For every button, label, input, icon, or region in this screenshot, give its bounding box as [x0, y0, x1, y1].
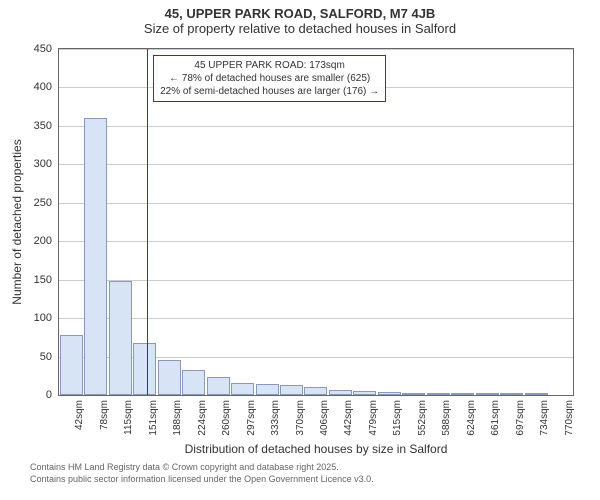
footer: Contains HM Land Registry data © Crown c… — [30, 462, 374, 485]
y-tick-label: 450 — [34, 43, 52, 55]
x-tick-label: 479sqm — [368, 400, 379, 436]
x-tick-label: 42sqm — [74, 400, 85, 430]
y-tick-label: 200 — [34, 235, 52, 247]
histogram-bar — [280, 385, 303, 395]
x-tick-label: 515sqm — [392, 400, 403, 436]
chart-title-line2: Size of property relative to detached ho… — [0, 21, 600, 40]
histogram-bar — [256, 384, 279, 395]
chart-container: 45, UPPER PARK ROAD, SALFORD, M7 4JB Siz… — [0, 0, 600, 500]
x-tick-label: 770sqm — [564, 400, 575, 436]
y-tick-label: 300 — [34, 158, 52, 170]
histogram-bar — [353, 391, 376, 395]
annotation-box: 45 UPPER PARK ROAD: 173sqm← 78% of detac… — [153, 55, 386, 102]
gridline — [59, 126, 573, 127]
x-tick-label: 552sqm — [417, 400, 428, 436]
histogram-bar — [133, 343, 156, 395]
histogram-bar — [84, 118, 107, 395]
plot-area: 45 UPPER PARK ROAD: 173sqm← 78% of detac… — [58, 48, 574, 396]
histogram-bar — [500, 393, 523, 395]
y-tick-label: 250 — [34, 197, 52, 209]
gridline — [59, 318, 573, 319]
x-tick-label: 734sqm — [539, 400, 550, 436]
x-tick-label: 78sqm — [99, 400, 110, 430]
histogram-bar — [182, 370, 205, 395]
histogram-bar — [329, 390, 352, 395]
gridline — [59, 164, 573, 165]
x-tick-label: 224sqm — [197, 400, 208, 436]
x-tick-label: 297sqm — [246, 400, 257, 436]
footer-line1: Contains HM Land Registry data © Crown c… — [30, 462, 374, 474]
histogram-bar — [231, 383, 254, 395]
y-tick-label: 100 — [34, 312, 52, 324]
y-tick-label: 400 — [34, 81, 52, 93]
histogram-bar — [451, 393, 474, 395]
chart-title-line1: 45, UPPER PARK ROAD, SALFORD, M7 4JB — [0, 0, 600, 21]
x-tick-label: 333sqm — [270, 400, 281, 436]
x-tick-label: 151sqm — [148, 400, 159, 436]
gridline — [59, 280, 573, 281]
x-tick-label: 115sqm — [123, 400, 134, 435]
histogram-bar — [109, 281, 132, 395]
x-tick-label: 370sqm — [295, 400, 306, 436]
x-tick-label: 406sqm — [319, 400, 330, 436]
x-tick-label: 697sqm — [515, 400, 526, 436]
reference-line — [147, 49, 148, 395]
x-tick-label: 442sqm — [343, 400, 354, 436]
y-tick-label: 0 — [46, 389, 52, 401]
y-axis: 050100150200250300350400450 — [0, 48, 56, 396]
x-tick-label: 624sqm — [466, 400, 477, 436]
histogram-bar — [207, 377, 230, 395]
histogram-bar — [476, 393, 499, 395]
histogram-bar — [427, 393, 450, 395]
histogram-bar — [60, 335, 83, 395]
x-tick-label: 260sqm — [221, 400, 232, 436]
gridline — [59, 49, 573, 50]
x-axis-label: Distribution of detached houses by size … — [58, 442, 574, 456]
annotation-line2: ← 78% of detached houses are smaller (62… — [160, 72, 379, 85]
annotation-line3: 22% of semi-detached houses are larger (… — [160, 85, 379, 98]
histogram-bar — [402, 393, 425, 395]
gridline — [59, 203, 573, 204]
x-tick-label: 661sqm — [490, 400, 501, 436]
histogram-bar — [378, 392, 401, 395]
y-tick-label: 150 — [34, 274, 52, 286]
footer-line2: Contains public sector information licen… — [30, 474, 374, 486]
y-tick-label: 350 — [34, 120, 52, 132]
histogram-bar — [525, 393, 548, 395]
y-tick-label: 50 — [40, 351, 52, 363]
annotation-line1: 45 UPPER PARK ROAD: 173sqm — [160, 59, 379, 72]
x-tick-label: 588sqm — [441, 400, 452, 436]
histogram-bar — [304, 387, 327, 395]
x-tick-label: 188sqm — [172, 400, 183, 436]
gridline — [59, 241, 573, 242]
histogram-bar — [158, 360, 181, 395]
